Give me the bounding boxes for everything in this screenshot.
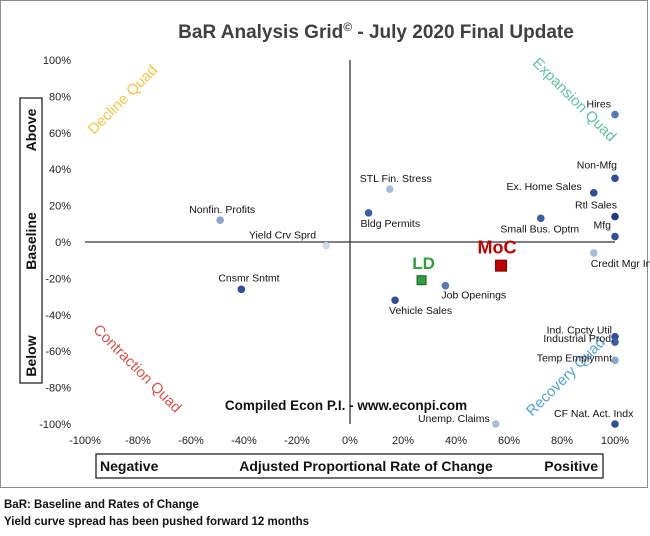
point-label: Small Bus. Optm	[500, 223, 579, 235]
x-axis-box	[95, 453, 604, 479]
x-tick-label: 0%	[342, 435, 358, 447]
data-point	[611, 212, 619, 221]
data-point	[441, 281, 450, 290]
point-label: Credit Mgr Indx	[591, 258, 650, 270]
point-label: Job Openings	[441, 290, 506, 302]
footnote-yield-curve: Yield curve spread has been pushed forwa…	[4, 516, 310, 528]
footnote-bar-definition: BaR: Baseline and Rates of Change	[4, 499, 199, 511]
highlight-marker	[495, 259, 508, 272]
data-point	[611, 338, 619, 346]
highlight-label: MoC	[478, 238, 517, 258]
plot-area: -100% -80% -60% -40% -20% 0% 20% 40% 60% 80% 100% 1…	[19, 55, 650, 479]
quadrant-label-contraction-quad: Contraction Quad	[90, 321, 185, 416]
x-axis-negative-label: Negative	[100, 458, 159, 474]
data-point	[611, 420, 619, 428]
x-tick-label: -60%	[178, 435, 204, 447]
y-axis-below-label: Below	[23, 335, 39, 376]
chart-title: BaR Analysis Grid© - July 2020 Final Upd…	[178, 20, 574, 43]
data-point	[391, 296, 399, 305]
data-point	[322, 241, 330, 250]
point-label: Temp Emplymnt	[537, 352, 612, 364]
x-tick-label: -80%	[125, 435, 151, 447]
data-point	[491, 420, 500, 428]
y-tick-label: 40%	[49, 164, 71, 176]
point-label: Unemp. Claims	[418, 413, 490, 425]
bar-analysis-grid-chart: BaR Analysis Grid© - July 2020 Final Upd…	[19, 20, 650, 479]
x-axis-positive-label: Positive	[544, 458, 598, 474]
x-tick-label: 40%	[445, 435, 467, 447]
point-label: Rtl Sales	[575, 200, 617, 212]
highlight-label: LD	[412, 254, 435, 273]
point-label: Ex. Home Sales	[507, 181, 582, 193]
quadrant-label-recovery-quad: Recovery Quad	[523, 334, 609, 420]
quadrant-label-decline-quad: Decline Quad	[85, 62, 161, 138]
point-label: Hires	[586, 99, 611, 111]
point-label: CF Nat. Act. Indx	[554, 408, 634, 420]
y-tick-label: 60%	[49, 128, 71, 140]
x-axis-title: Adjusted Proportional Rate of Change	[239, 458, 493, 474]
y-tick-label: -60%	[45, 346, 71, 358]
data-point	[611, 110, 619, 119]
data-point	[237, 285, 246, 294]
y-tick-label: 20%	[49, 201, 71, 213]
point-label: Non-Mfg	[577, 159, 617, 171]
data-point	[537, 214, 545, 223]
data-point	[216, 216, 224, 224]
y-axis-above-label: Above	[23, 108, 39, 151]
y-tick-label: -100%	[39, 419, 71, 431]
x-tick-label: 20%	[392, 435, 414, 447]
data-point	[611, 232, 619, 241]
chart-credit: Compiled Econ P.I. - www.econpi.com	[225, 398, 467, 413]
data-point	[590, 249, 598, 257]
y-tick-label: -80%	[45, 383, 71, 395]
point-label: Mfg	[593, 220, 611, 232]
data-point	[364, 209, 373, 217]
y-axis-baseline-label: Baseline	[23, 212, 39, 270]
data-point	[590, 189, 598, 197]
point-label: Ind. Cpcty Util	[547, 325, 612, 337]
y-tick-label: 100%	[43, 55, 71, 67]
point-label: Industrial Prod.	[543, 333, 614, 345]
data-point	[385, 185, 394, 194]
point-label: Yield Crv Sprd	[249, 230, 316, 242]
point-label: Vehicle Sales	[389, 305, 452, 317]
x-tick-label: -100%	[69, 435, 101, 447]
point-label: STL Fin. Stress	[360, 173, 432, 185]
x-tick-label: -20%	[284, 435, 310, 447]
x-tick-label: 60%	[498, 435, 520, 447]
point-label: Cnsmr Sntmt	[218, 272, 279, 284]
data-point	[611, 356, 619, 365]
y-tick-label: 80%	[49, 91, 71, 103]
data-point	[611, 332, 619, 341]
x-tick-label: 100%	[601, 435, 629, 447]
footnotes: BaR: Baseline and Rates of Change Yield …	[4, 497, 309, 531]
x-tick-label: 80%	[551, 435, 573, 447]
highlight-marker	[416, 275, 427, 286]
point-label: Bldg Permits	[361, 218, 421, 230]
point-label: Nonfin. Profits	[189, 204, 255, 216]
y-tick-label: -20%	[45, 273, 71, 285]
y-tick-label: 0%	[55, 237, 71, 249]
x-tick-label: -40%	[231, 435, 257, 447]
data-point	[611, 174, 619, 183]
y-axis-box	[19, 97, 43, 384]
y-tick-label: -40%	[45, 310, 71, 322]
